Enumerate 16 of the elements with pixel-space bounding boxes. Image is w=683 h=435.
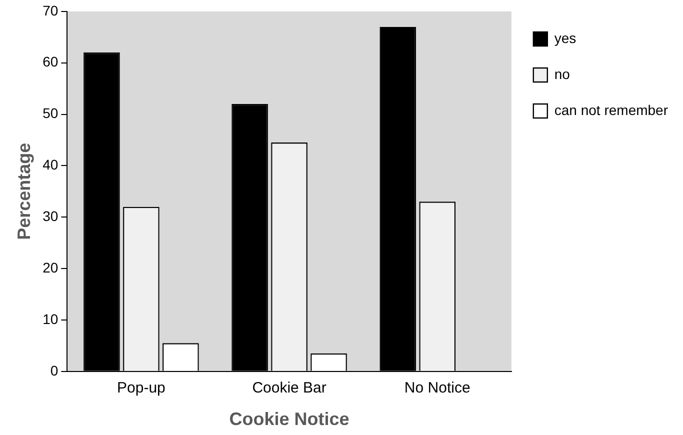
y-tick-label: 50	[42, 105, 58, 122]
legend-label: yes	[554, 30, 576, 46]
y-tick-label: 30	[42, 208, 58, 224]
y-tick-label: 60	[42, 54, 58, 70]
x-axis-title: Cookie Notice	[229, 409, 350, 430]
x-tick-label: No Notice	[404, 380, 470, 397]
y-tick-label: 70	[42, 2, 58, 18]
y-axis-title: Percentage	[14, 142, 34, 240]
legend-label: can not remember	[554, 102, 668, 118]
y-tick-label: 20	[42, 259, 58, 276]
y-tick-label: 40	[42, 156, 58, 173]
legend-label: no	[554, 66, 570, 82]
x-tick-label: Pop-up	[117, 380, 166, 397]
y-tick-label: 0	[50, 362, 58, 378]
y-tick-label: 10	[42, 310, 58, 327]
x-tick-label: Cookie Bar	[252, 380, 326, 397]
